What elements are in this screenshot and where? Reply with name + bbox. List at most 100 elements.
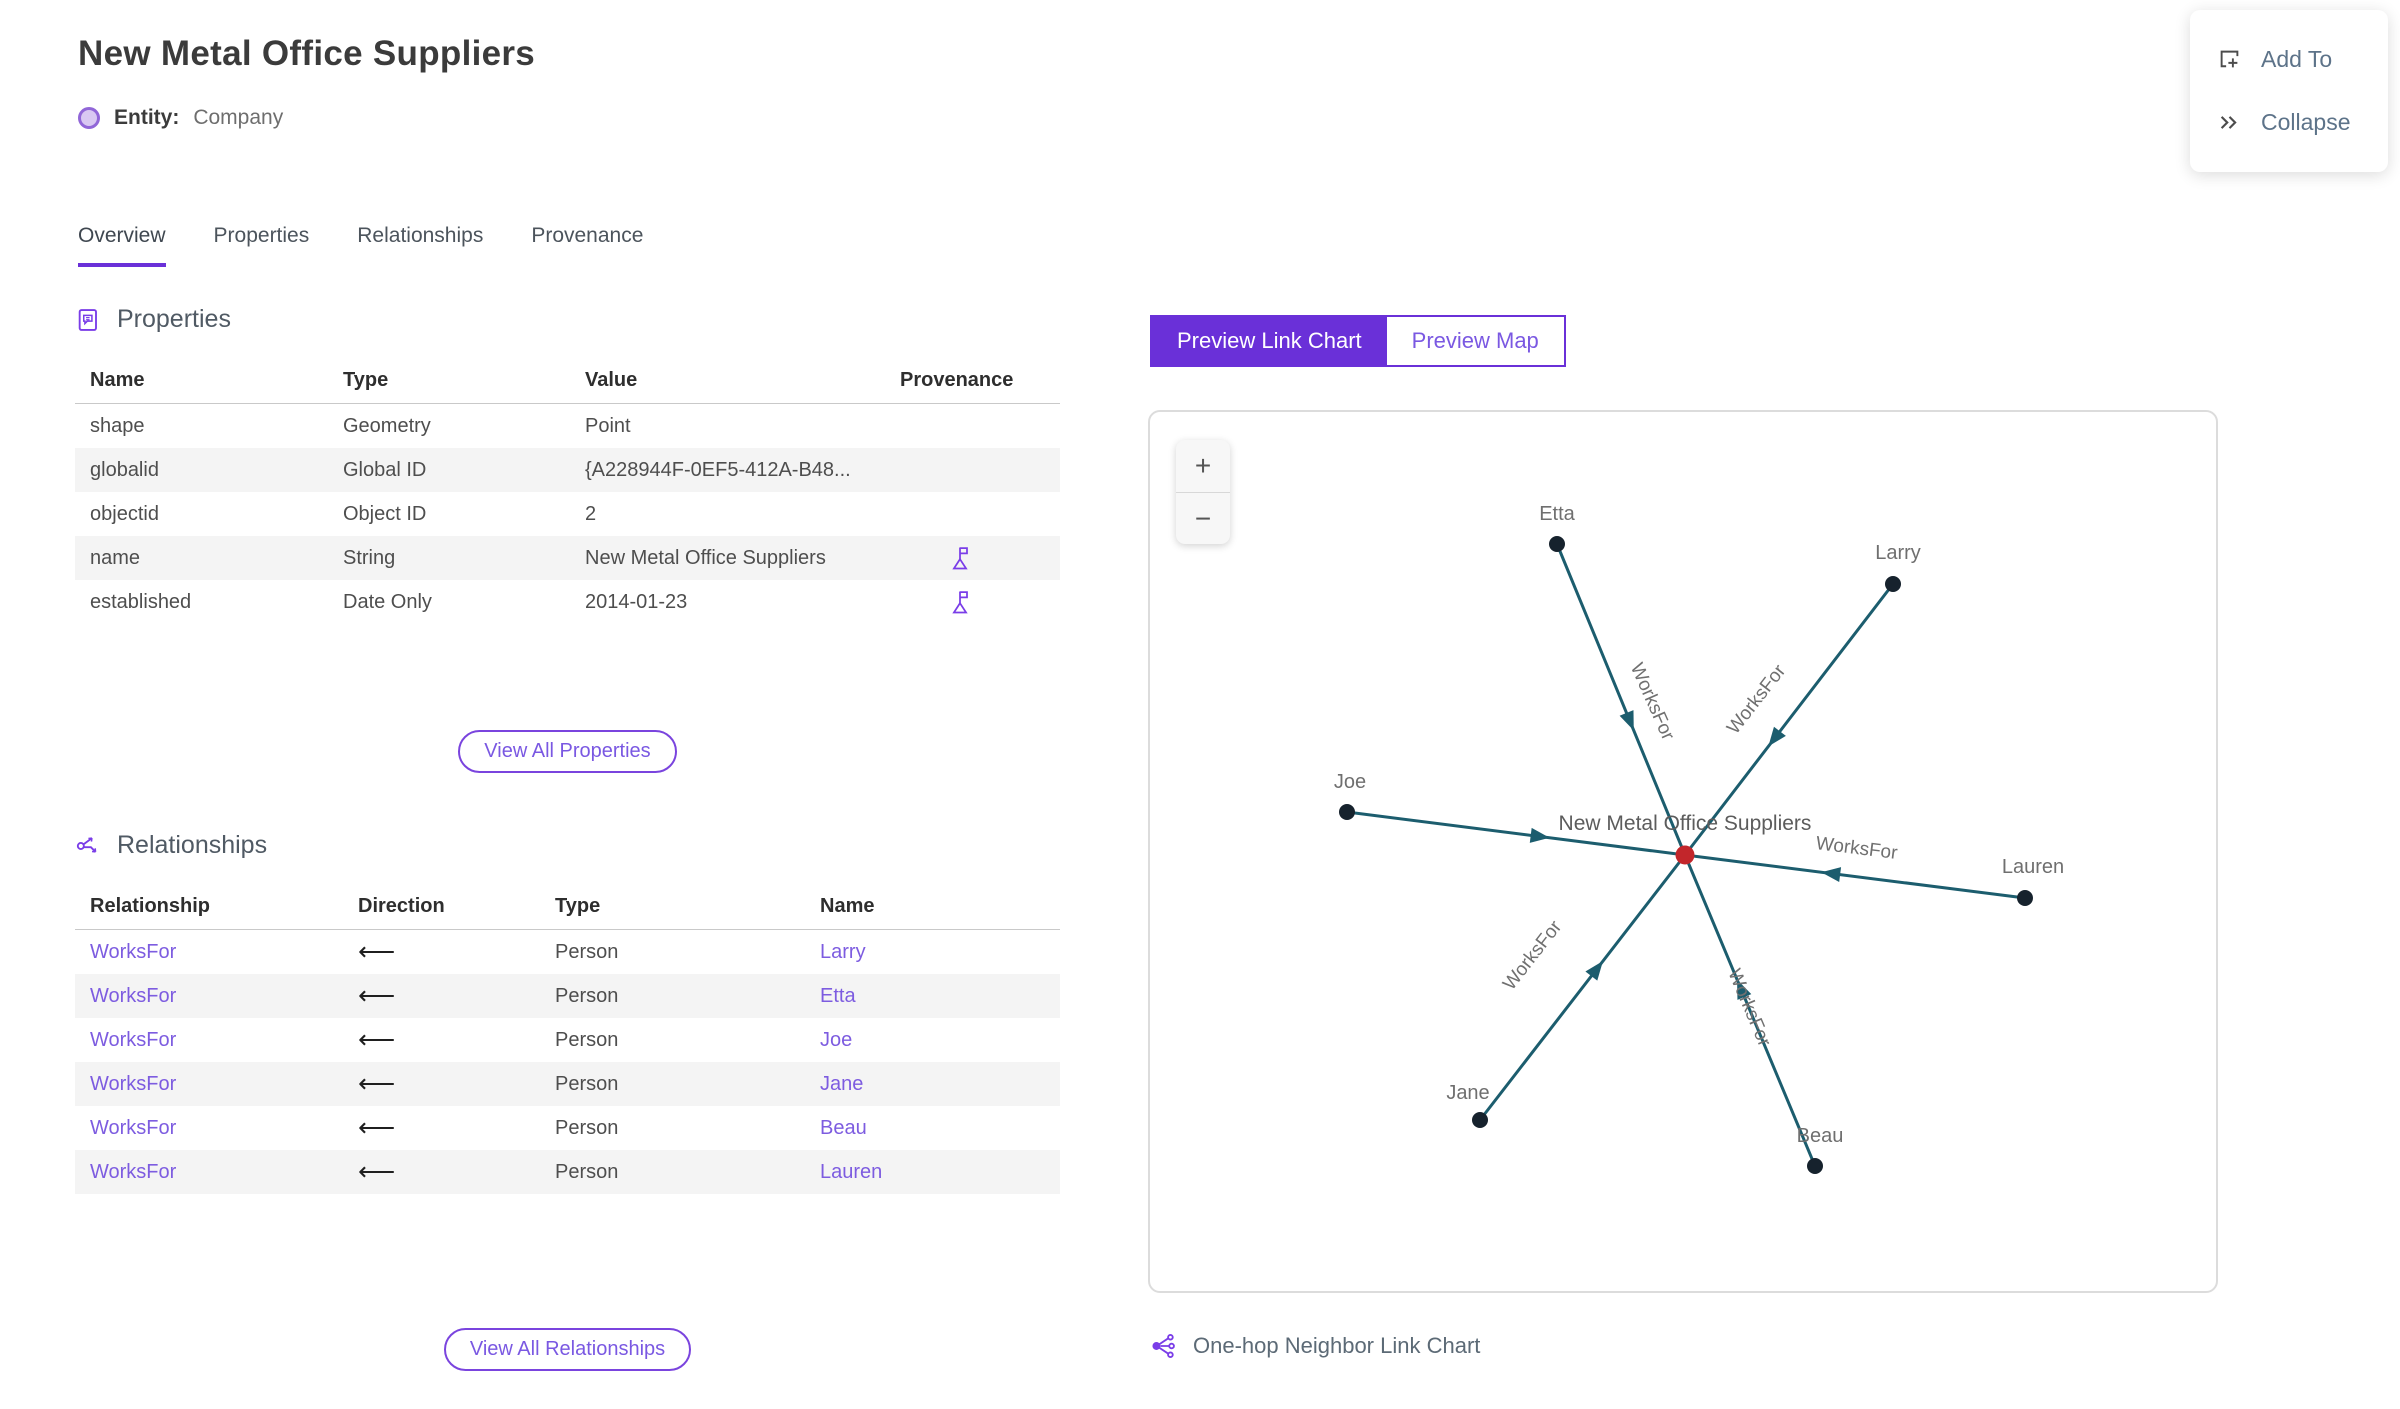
property-name: name: [90, 546, 141, 569]
node-Larry[interactable]: [1885, 576, 1901, 592]
property-row: name String New Metal Office Suppliers: [75, 536, 1060, 580]
edge-arrow-Beau: [1737, 979, 1752, 1000]
relationship-direction: ⟵: [358, 1026, 396, 1054]
node-center[interactable]: [1675, 845, 1695, 865]
node-label-Larry: Larry: [1875, 542, 1921, 564]
relationship-name-link[interactable]: Larry: [820, 940, 866, 963]
relationship-direction: ⟵: [358, 982, 396, 1010]
relationship-relationship-link[interactable]: WorksFor: [90, 1160, 177, 1183]
relationship-type: Person: [555, 940, 619, 963]
col-header-type: Type: [343, 369, 389, 391]
relationship-name-link[interactable]: Joe: [820, 1028, 853, 1051]
properties-table: Name Type Value Provenance shape Geometry…: [75, 358, 1060, 624]
relationship-name-link[interactable]: Jane: [820, 1072, 864, 1095]
edge-label-Beau: WorksFor: [1723, 966, 1775, 1050]
collapse-button[interactable]: Collapse: [2190, 109, 2388, 136]
property-type: String: [343, 546, 396, 569]
node-label-Jane: Jane: [1446, 1082, 1489, 1104]
relationship-relationship-link[interactable]: WorksFor: [90, 1028, 177, 1051]
node-Joe[interactable]: [1339, 804, 1355, 820]
collapse-label: Collapse: [2261, 109, 2351, 135]
chart-caption: One-hop Neighbor Link Chart: [1150, 1332, 1480, 1360]
relationships-table: Relationship Direction Type Name WorksFo…: [75, 884, 1060, 1194]
relationships-heading-label: Relationships: [117, 831, 268, 859]
tab-provenance[interactable]: Provenance: [531, 224, 644, 247]
relationship-direction: ⟵: [358, 1158, 396, 1186]
property-provenance: [885, 544, 1060, 572]
col-header-name: Name: [90, 369, 145, 391]
property-name: shape: [90, 414, 145, 437]
relationship-row: WorksFor ⟵ Person Larry: [75, 930, 1060, 974]
add-to-label: Add To: [2261, 46, 2333, 72]
relationship-type: Person: [555, 1116, 619, 1139]
edge-arrow-Joe: [1529, 827, 1550, 843]
col-header-direction: Direction: [358, 895, 445, 917]
property-type: Object ID: [343, 502, 427, 525]
zoom-out-button[interactable]: −: [1176, 492, 1230, 544]
actions-card: Add To Collapse: [2190, 10, 2388, 172]
edge-Joe: [1345, 810, 1687, 857]
col-header-name: Name: [820, 895, 875, 917]
zoom-in-button[interactable]: +: [1194, 450, 1212, 481]
entity-type-icon: [78, 107, 100, 129]
relationship-type: Person: [555, 984, 619, 1007]
edge-label-Larry: WorksFor: [1723, 660, 1790, 738]
property-name: objectid: [90, 502, 159, 525]
link-chart-panel: + − WorksFor WorksFor WorksFor WorksFor Work…: [1148, 410, 2218, 1293]
node-label-Beau: Beau: [1797, 1125, 1844, 1147]
edge-Larry: [1683, 582, 1895, 857]
edge-Etta: [1555, 542, 1687, 857]
view-all-properties-button[interactable]: View All Properties: [458, 730, 677, 773]
node-Lauren[interactable]: [2017, 890, 2033, 906]
view-all-relationships-button[interactable]: View All Relationships: [443, 1328, 692, 1371]
preview-toggle: Preview Link Chart Preview Map: [1150, 315, 1566, 367]
properties-icon: [78, 308, 97, 331]
node-label-Etta: Etta: [1539, 503, 1575, 525]
edge-arrow-Lauren: [1821, 867, 1842, 883]
relationship-name-link[interactable]: Etta: [820, 984, 856, 1007]
tab-overview[interactable]: Overview: [78, 224, 166, 267]
relationship-type: Person: [555, 1160, 619, 1183]
node-label-Joe: Joe: [1334, 771, 1366, 793]
preview-map-button[interactable]: Preview Map: [1386, 317, 1564, 365]
link-chart-graph[interactable]: WorksFor WorksForWorksForWorksForWorksFor…: [1150, 412, 2216, 1291]
relationship-row: WorksFor ⟵ Person Jane: [75, 1062, 1060, 1106]
tab-properties[interactable]: Properties: [213, 224, 310, 247]
provenance-flag-icon[interactable]: [948, 588, 972, 616]
entity-row: Entity: Company: [78, 106, 283, 130]
property-provenance: [885, 588, 1060, 616]
relationship-row: WorksFor ⟵ Person Beau: [75, 1106, 1060, 1150]
relationship-row: WorksFor ⟵ Person Joe: [75, 1018, 1060, 1062]
relationship-relationship-link[interactable]: WorksFor: [90, 940, 177, 963]
tab-relationships[interactable]: Relationships: [357, 224, 484, 247]
relationship-type: Person: [555, 1028, 619, 1051]
edge-arrow-Jane: [1585, 961, 1603, 981]
tab-bar: Overview Properties Relationships Proven…: [78, 224, 643, 267]
provenance-flag-icon[interactable]: [948, 544, 972, 572]
col-header-type: Type: [555, 895, 601, 917]
relationship-type: Person: [555, 1072, 619, 1095]
add-to-button[interactable]: Add To: [2190, 46, 2388, 73]
relationship-relationship-link[interactable]: WorksFor: [90, 1072, 177, 1095]
property-row: shape Geometry Point: [75, 404, 1060, 448]
property-name: established: [90, 590, 192, 613]
node-Jane[interactable]: [1472, 1112, 1488, 1128]
relationship-name-link[interactable]: Beau: [820, 1116, 867, 1139]
edge-arrow-Larry: [1768, 726, 1786, 747]
properties-table-header: Name Type Value Provenance: [75, 358, 1060, 404]
relationship-row: WorksFor ⟵ Person Lauren: [75, 1150, 1060, 1194]
node-Etta[interactable]: [1549, 536, 1565, 552]
properties-section-heading: Properties: [75, 305, 1060, 334]
property-name: globalid: [90, 458, 159, 481]
node-Beau[interactable]: [1807, 1158, 1823, 1174]
relationship-relationship-link[interactable]: WorksFor: [90, 984, 177, 1007]
relationship-direction: ⟵: [358, 1070, 396, 1098]
property-value: Point: [585, 414, 631, 437]
property-row: established Date Only 2014-01-23: [75, 580, 1060, 624]
add-to-icon: [2220, 50, 2239, 68]
relationship-relationship-link[interactable]: WorksFor: [90, 1116, 177, 1139]
page-title: New Metal Office Suppliers: [78, 34, 536, 73]
property-value: 2: [585, 502, 597, 525]
preview-link-chart-button[interactable]: Preview Link Chart: [1152, 317, 1387, 365]
relationship-name-link[interactable]: Lauren: [820, 1160, 883, 1183]
